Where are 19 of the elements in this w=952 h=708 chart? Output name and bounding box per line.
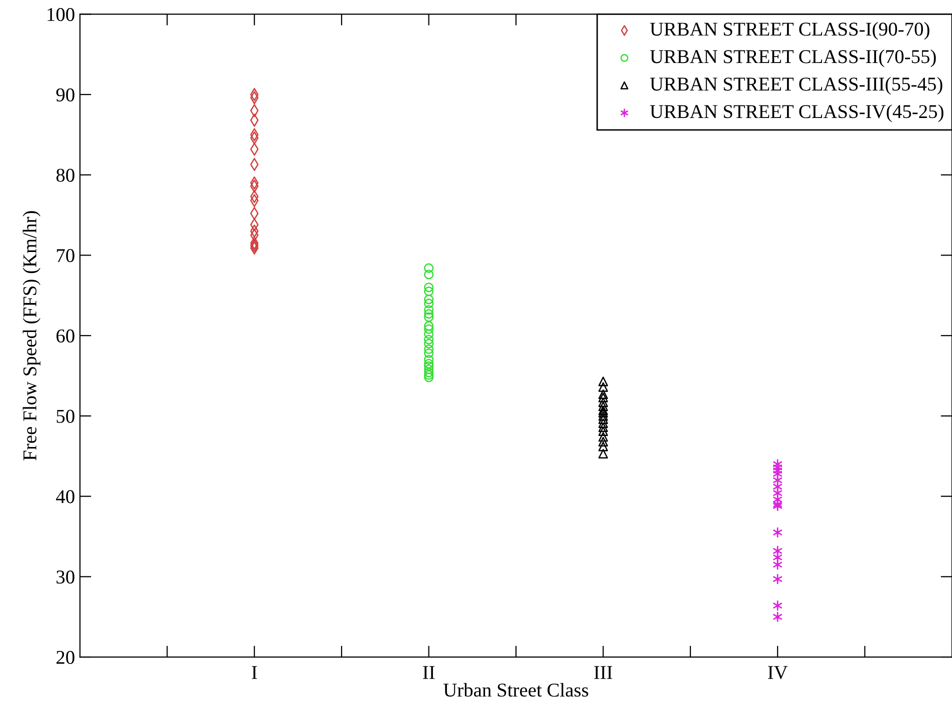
legend-label: URBAN STREET CLASS-II(70-55) xyxy=(650,50,936,68)
x-tick-label: II xyxy=(423,666,435,679)
y-tick-label: 30 xyxy=(56,570,74,584)
x-axis-title: Urban Street Class xyxy=(443,682,588,697)
x-tick-label: III xyxy=(594,666,612,679)
y-tick-label: 80 xyxy=(56,168,74,182)
y-tick-label: 20 xyxy=(56,650,74,664)
y-tick-label: 60 xyxy=(56,329,74,343)
y-tick-label: 40 xyxy=(56,490,74,504)
legend-label: URBAN STREET CLASS-I(90-70) xyxy=(650,22,930,40)
legend-label: URBAN STREET CLASS-III(55-45) xyxy=(650,77,942,95)
y-tick-label: 100 xyxy=(48,8,74,22)
y-tick-label: 90 xyxy=(56,88,74,102)
x-tick-label: IV xyxy=(768,666,788,680)
x-tick-label: I xyxy=(252,666,257,679)
legend-label: URBAN STREET CLASS-IV(45-25) xyxy=(650,104,944,122)
y-tick-label: 50 xyxy=(56,410,74,423)
y-axis-title: Free Flow Speed (FFS) (Km/hr) xyxy=(22,211,40,460)
y-tick-label: 70 xyxy=(56,249,74,262)
